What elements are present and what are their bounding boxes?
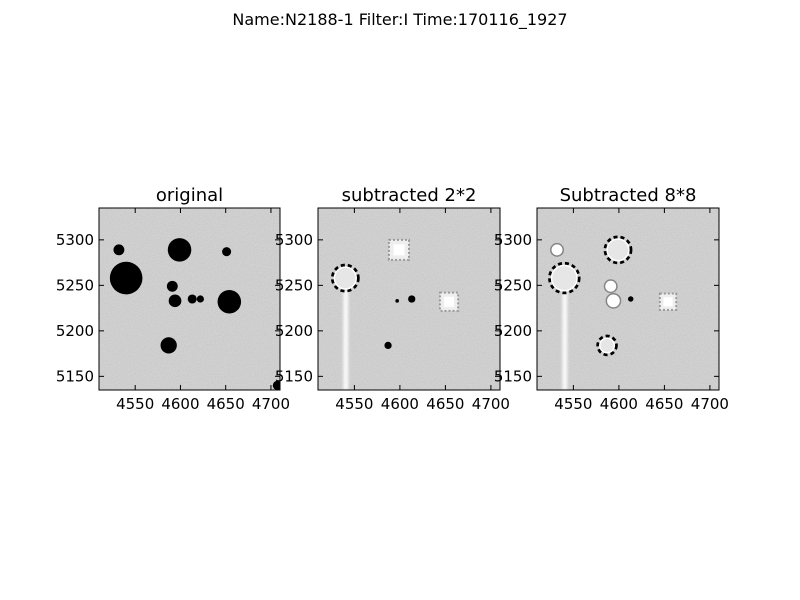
star-source	[384, 341, 392, 350]
star-residual-ring	[596, 334, 618, 357]
star-residual-core	[606, 238, 630, 262]
figure-title: Name:N2188-1 Filter:I Time:170116_1927	[232, 10, 568, 29]
star-source	[113, 244, 125, 256]
y-tick-label: 5150	[494, 367, 532, 385]
x-tick-label: 4600	[161, 395, 199, 413]
panel-1: original 4550 4600 4650 4700 5150 5200 5250 5300	[56, 185, 290, 413]
star-residual-core	[333, 266, 357, 290]
axes-frame	[536, 207, 720, 391]
x-tick-label: 4550	[116, 395, 154, 413]
star-source	[628, 296, 634, 302]
star-residual-ring	[603, 235, 633, 265]
star-source	[222, 247, 232, 257]
star-source	[272, 380, 280, 390]
star-source	[167, 238, 192, 262]
star-source	[187, 294, 197, 304]
star-residual-ring	[330, 263, 360, 293]
star-residual	[551, 244, 563, 256]
panel-3: Subtracted 8*8 4550 4600 4650 4700 5150 5200 52…	[494, 185, 729, 413]
star-source	[160, 337, 177, 354]
y-tick-label: 5200	[275, 322, 313, 340]
star-source	[217, 289, 242, 314]
x-tick-label: 4650	[207, 395, 245, 413]
y-tick-label: 5150	[275, 367, 313, 385]
star-residual	[605, 280, 617, 292]
panel-title: Subtracted 8*8	[560, 185, 697, 206]
star-source	[408, 295, 416, 303]
star-source	[109, 261, 143, 295]
star-residual	[607, 294, 620, 308]
image-area	[99, 208, 280, 390]
star-residual-box-core	[393, 244, 405, 256]
star-residual-box-core	[444, 296, 455, 307]
residual-streak	[562, 289, 568, 390]
axes-frame	[98, 207, 281, 391]
star-residual-ring	[548, 261, 581, 295]
x-tick-label: 4650	[645, 395, 683, 413]
x-tick-label: 4700	[472, 395, 510, 413]
y-tick-label: 5300	[275, 231, 313, 249]
x-tick-label: 4650	[426, 395, 464, 413]
axes-frame	[317, 207, 501, 391]
y-tick-label: 5200	[56, 322, 94, 340]
x-tick-label: 4550	[335, 395, 373, 413]
y-tick-label: 5300	[56, 231, 94, 249]
star-source	[395, 299, 399, 303]
star-residual-core	[599, 337, 616, 354]
y-tick-label: 5150	[56, 367, 94, 385]
y-tick-label: 5250	[275, 276, 313, 294]
star-residual-box-core	[663, 297, 673, 307]
y-tick-label: 5250	[56, 276, 94, 294]
image-area	[318, 208, 500, 390]
x-tick-label: 4550	[554, 395, 592, 413]
image-area	[537, 208, 719, 390]
y-tick-label: 5200	[494, 322, 532, 340]
star-source	[166, 280, 178, 292]
star-source	[168, 294, 182, 308]
residual-streak	[343, 289, 349, 390]
x-tick-label: 4700	[252, 395, 290, 413]
x-tick-label: 4700	[691, 395, 729, 413]
star-source	[196, 295, 204, 303]
panel-title: subtracted 2*2	[342, 185, 477, 206]
x-tick-label: 4600	[381, 395, 419, 413]
y-tick-label: 5250	[494, 276, 532, 294]
panel-2: subtracted 2*2 4550 4600 4650 4700 5150 5200 52…	[275, 185, 510, 413]
y-tick-label: 5300	[494, 231, 532, 249]
star-residual-core	[550, 264, 578, 292]
panel-title: original	[156, 185, 223, 206]
x-tick-label: 4600	[600, 395, 638, 413]
